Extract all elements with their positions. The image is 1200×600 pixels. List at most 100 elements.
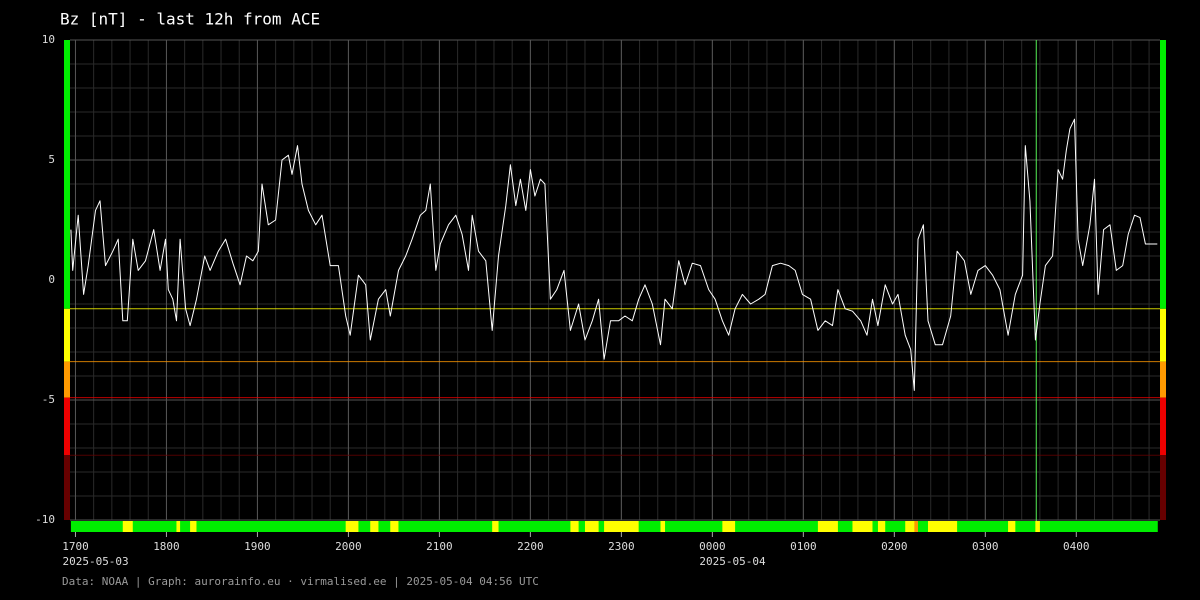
zone-bar-right — [1160, 40, 1166, 309]
status-strip — [505, 521, 511, 532]
status-strip — [478, 521, 487, 532]
status-strip — [138, 521, 147, 532]
status-strip — [564, 521, 571, 532]
status-strip — [923, 521, 929, 532]
zone-bar-right — [1160, 361, 1166, 398]
y-tick-label: 10 — [42, 33, 55, 46]
status-strip — [1066, 521, 1071, 532]
x-tick-label: 1900 — [244, 540, 271, 553]
status-strip — [578, 521, 586, 532]
status-strip — [970, 521, 979, 532]
status-strip — [845, 521, 853, 532]
status-strip — [118, 521, 124, 532]
zone-bar-right — [1160, 455, 1166, 520]
status-strip — [604, 521, 611, 532]
status-strip — [308, 521, 317, 532]
status-strip — [992, 521, 1001, 532]
status-strip — [852, 521, 862, 532]
status-strip — [435, 521, 441, 532]
status-strip — [788, 521, 796, 532]
status-strip — [358, 521, 367, 532]
zone-bar-left — [64, 455, 70, 520]
status-strip — [825, 521, 833, 532]
status-strip — [1015, 521, 1024, 532]
status-strip — [145, 521, 155, 532]
status-strip — [261, 521, 269, 532]
status-strip — [867, 521, 873, 532]
status-strip — [860, 521, 868, 532]
status-strip — [1145, 521, 1158, 532]
status-strip — [498, 521, 507, 532]
status-strip — [485, 521, 493, 532]
status-strip — [885, 521, 894, 532]
status-strip — [632, 521, 640, 532]
status-strip — [275, 521, 283, 532]
status-strip — [837, 521, 846, 532]
status-strip — [652, 521, 661, 532]
status-strip — [772, 521, 782, 532]
x-tick-label: 0300 — [972, 540, 999, 553]
status-strip — [638, 521, 646, 532]
status-strip — [672, 521, 680, 532]
status-strip — [1052, 521, 1059, 532]
status-strip — [1109, 521, 1117, 532]
status-strip — [292, 521, 298, 532]
status-strip — [660, 521, 666, 532]
status-strip — [625, 521, 633, 532]
zone-bar-right — [1160, 397, 1166, 456]
y-tick-label: 0 — [48, 273, 55, 286]
status-strip — [112, 521, 119, 532]
status-strip — [914, 521, 919, 532]
zone-bar-left — [64, 40, 70, 309]
status-strip — [510, 521, 517, 532]
status-strip — [750, 521, 760, 532]
x-tick-label: 1800 — [153, 540, 180, 553]
status-strip — [210, 521, 219, 532]
status-strip — [678, 521, 686, 532]
status-strip — [1082, 521, 1091, 532]
status-strip — [281, 521, 289, 532]
chart-title: Bz [nT] - last 12h from ACE — [60, 10, 320, 29]
status-strip — [1008, 521, 1016, 532]
status-strip — [758, 521, 766, 532]
status-strip — [218, 521, 227, 532]
status-strip — [927, 521, 936, 532]
y-tick-label: 5 — [48, 153, 55, 166]
status-strip — [288, 521, 293, 532]
status-strip — [1103, 521, 1111, 532]
status-strip — [892, 521, 899, 532]
status-strip — [950, 521, 958, 532]
status-strip — [1045, 521, 1054, 532]
status-strip — [88, 521, 96, 532]
status-strip — [405, 521, 413, 532]
status-strip — [225, 521, 234, 532]
status-strip — [204, 521, 211, 532]
status-strip — [544, 521, 551, 532]
status-strip — [185, 521, 191, 532]
status-strip — [425, 521, 431, 532]
status-strip — [1089, 521, 1095, 532]
x-tick-label: 2300 — [608, 540, 635, 553]
status-strip — [872, 521, 879, 532]
status-strip — [957, 521, 965, 532]
status-strip — [917, 521, 924, 532]
status-strip — [412, 521, 421, 532]
status-strip — [935, 521, 944, 532]
status-strip — [420, 521, 427, 532]
status-strip — [160, 521, 167, 532]
date-label: 2025-05-03 — [62, 555, 128, 568]
zone-bar-left — [64, 361, 70, 398]
status-strip — [127, 521, 134, 532]
status-strip — [1022, 521, 1026, 532]
status-strip — [570, 521, 580, 532]
status-strip — [190, 521, 197, 532]
status-strip — [168, 521, 174, 532]
status-strip — [345, 521, 351, 532]
status-strip — [1029, 521, 1036, 532]
status-strip — [302, 521, 309, 532]
status-strip — [525, 521, 531, 532]
status-strip — [70, 521, 74, 532]
status-strip — [520, 521, 527, 532]
status-strip — [810, 521, 819, 532]
